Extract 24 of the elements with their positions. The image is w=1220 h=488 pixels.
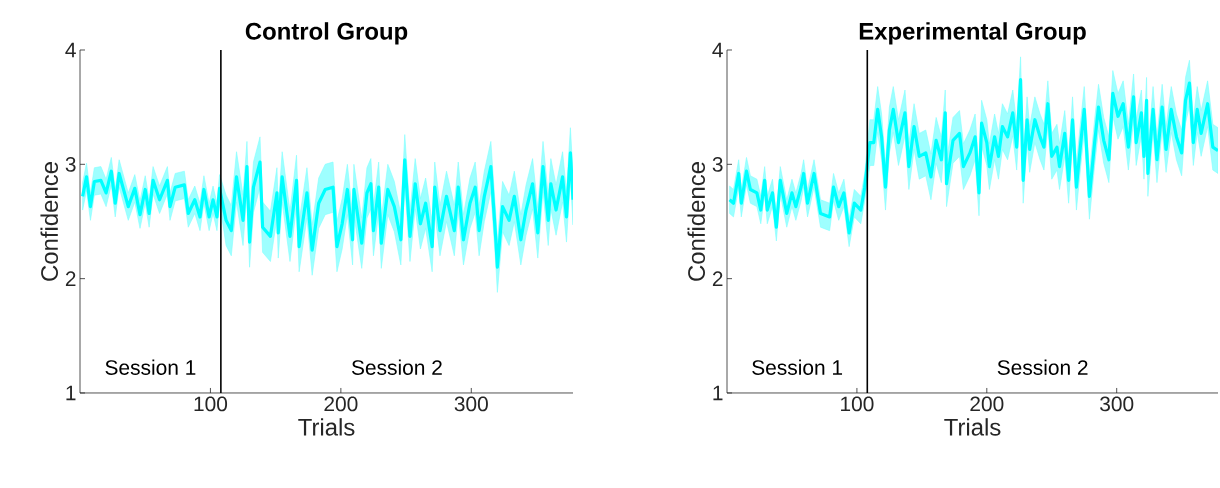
y-tick-label: 3 [712,156,723,172]
chart-title: Control Group [245,22,408,45]
y-tick-label: 1 [66,385,76,401]
x-tick-label: 100 [841,396,874,412]
y-axis-title: Confidence [40,162,59,281]
y-tick-label: 2 [712,271,723,286]
y-tick-label: 4 [712,42,723,58]
x-tick-label: 200 [324,396,358,412]
annotation: Session 2 [997,359,1088,375]
x-tick-label: 100 [194,396,228,412]
y-axis-title: Confidence [687,162,706,281]
annotation: Session 1 [752,359,843,375]
x-tick-label: 300 [454,396,488,412]
y-tick-label: 4 [65,42,76,58]
x-tick-label: 200 [970,396,1004,412]
x-axis-title: Trials [944,418,1001,436]
annotation: Session 2 [351,359,442,375]
annotation: Session 1 [105,359,196,375]
y-tick-label: 3 [65,156,76,172]
y-tick-label: 2 [65,271,76,286]
chart-title: Experimental Group [859,22,1086,45]
y-tick-label: 1 [713,385,723,401]
x-axis-title: Trials [298,418,355,436]
x-tick-label: 300 [1100,396,1134,412]
